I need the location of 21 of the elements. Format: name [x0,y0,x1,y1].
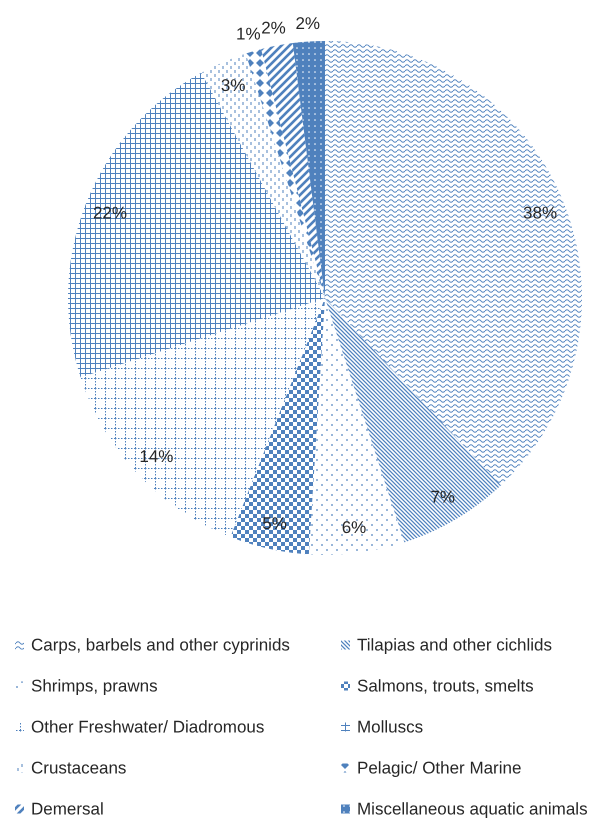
legend-label: Miscellaneous aquatic animals [357,800,588,818]
legend-label: Molluscs [357,718,424,736]
data-label: 1% [236,24,261,44]
legend-label: Pelagic/ Other Marine [357,758,522,778]
pie-slice [325,41,582,486]
legend-label: Shrimps, prawns [31,676,158,696]
pie-slice [325,298,501,542]
data-label: 2% [261,18,286,38]
legend-label: Carps, barbels and other cyprinids [31,636,290,654]
legend-label: Tilapias and other cichlids [357,636,552,654]
data-label: 14% [139,446,174,466]
data-label: 3% [220,76,246,96]
data-label: 6% [342,518,366,537]
legend-label: Other Freshwater/ Diadromous [31,718,264,736]
legend-label: Crustaceans [31,758,126,778]
pie-slice [68,72,325,378]
legend-label: Salmons, trouts, smelts [357,676,534,696]
legend-label: Demersal [31,800,104,818]
pie-slice [261,43,325,298]
data-label: 2% [295,14,320,34]
pie-slice [292,41,325,298]
